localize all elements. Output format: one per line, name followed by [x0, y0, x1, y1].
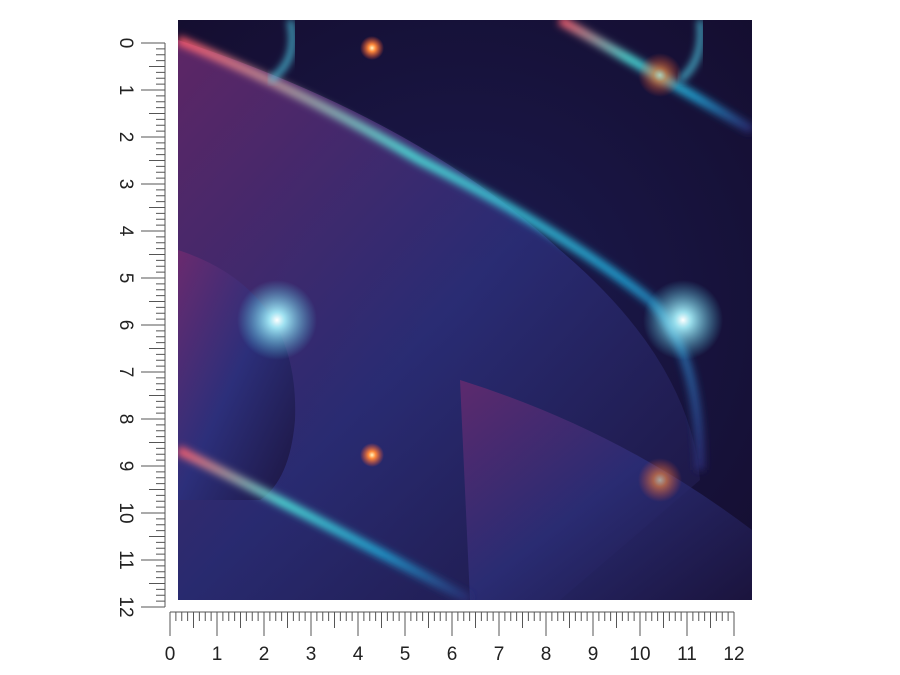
ruler-label: 9 [115, 461, 136, 472]
ruler-label: 5 [400, 644, 411, 665]
ruler-label: 1 [212, 644, 223, 665]
ruler-label: 2 [259, 644, 270, 665]
ruler-label: 10 [115, 502, 136, 523]
ruler-label: 10 [629, 644, 650, 665]
ruler-label: 8 [115, 414, 136, 425]
ruler-label: 4 [353, 644, 364, 665]
ruler-label: 1 [115, 85, 136, 96]
ruler-label: 2 [115, 132, 136, 143]
ruler-label: 3 [306, 644, 317, 665]
ruler-label: 7 [494, 644, 505, 665]
horizontal-ruler: 0 1 2 3 4 5 6 7 8 9 10 11 12 [165, 611, 745, 665]
pattern-swatch [178, 20, 752, 600]
ruler-label: 6 [115, 320, 136, 331]
ruler-label: 6 [447, 644, 458, 665]
ruler-label: 12 [115, 596, 136, 617]
ruler-label: 5 [115, 273, 136, 284]
ruler-label: 11 [115, 550, 136, 570]
ruler-label: 4 [115, 226, 136, 237]
ruler-label: 11 [677, 644, 697, 665]
ruler-label: 12 [723, 644, 744, 665]
ruler-label: 9 [588, 644, 599, 665]
ruler-label: 0 [115, 38, 136, 49]
ruler-label: 8 [541, 644, 552, 665]
ruler-label: 7 [115, 367, 136, 378]
ruler-label: 0 [165, 644, 176, 665]
ruler-label: 3 [115, 179, 136, 190]
